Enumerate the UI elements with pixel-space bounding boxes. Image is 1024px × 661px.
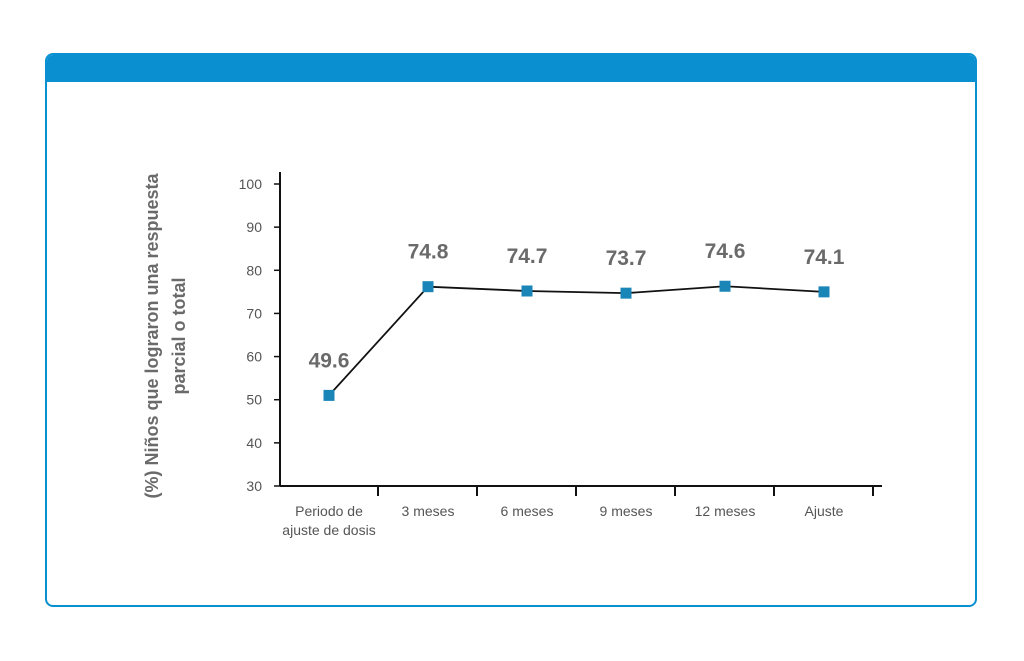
axes (279, 172, 882, 487)
x-tick-label: 6 meses (501, 503, 554, 519)
data-point-marker (521, 285, 533, 297)
data-point-marker (719, 280, 731, 292)
x-ticks: Periodo de ajuste de dosis 3 meses 6 meses 9… (282, 486, 874, 538)
series (328, 285, 825, 397)
data-point-marker (620, 287, 632, 299)
data-label: 74.6 (705, 240, 746, 263)
x-tick-label-line: Periodo de (295, 503, 363, 519)
y-tick-label: 40 (246, 435, 262, 451)
data-label: 74.8 (408, 241, 449, 264)
x-tick-label-line: ajuste de dosis (282, 522, 375, 538)
x-tick-label: 3 meses (402, 503, 455, 519)
chart-card (45, 53, 977, 607)
data-label: 74.7 (507, 245, 548, 268)
y-tick-label: 50 (246, 392, 262, 408)
data-point-marker (323, 389, 335, 401)
y-axis-title-line-2: parcial o total (169, 277, 189, 394)
y-tick-label: 70 (246, 305, 262, 321)
x-tick-label: 12 meses (695, 503, 756, 519)
x-tick-label-line: 12 meses (695, 503, 756, 519)
y-tick-label: 90 (246, 219, 262, 235)
y-tick-label: 100 (239, 176, 263, 192)
data-label: 73.7 (606, 247, 647, 270)
y-tick-label: 60 (246, 349, 262, 365)
data-labels: 49.6 74.8 74.7 73.7 74.6 74.1 (309, 240, 845, 372)
markers (323, 280, 830, 401)
y-tick-label: 30 (246, 478, 262, 494)
data-label: 49.6 (309, 349, 350, 372)
series-line (328, 285, 825, 397)
x-tick-label-line: Ajuste (805, 503, 844, 519)
data-point-marker (422, 281, 434, 293)
x-tick-label: Periodo de ajuste de dosis (282, 503, 375, 538)
x-tick-label: Ajuste (805, 503, 844, 519)
data-label: 74.1 (804, 246, 845, 269)
y-axis-title: (%) Niños que lograron una respuesta par… (142, 172, 189, 498)
x-tick-label-line: 3 meses (402, 503, 455, 519)
y-tick-label: 80 (246, 262, 262, 278)
x-tick-label-line: 6 meses (501, 503, 554, 519)
x-tick-label-line: 9 meses (600, 503, 653, 519)
card-header-bar (47, 55, 975, 82)
x-tick-label: 9 meses (600, 503, 653, 519)
data-point-marker (818, 286, 830, 298)
y-axis-title-line-1: (%) Niños que lograron una respuesta (142, 172, 162, 498)
y-ticks: 30 40 50 60 70 80 90 100 (239, 176, 280, 494)
